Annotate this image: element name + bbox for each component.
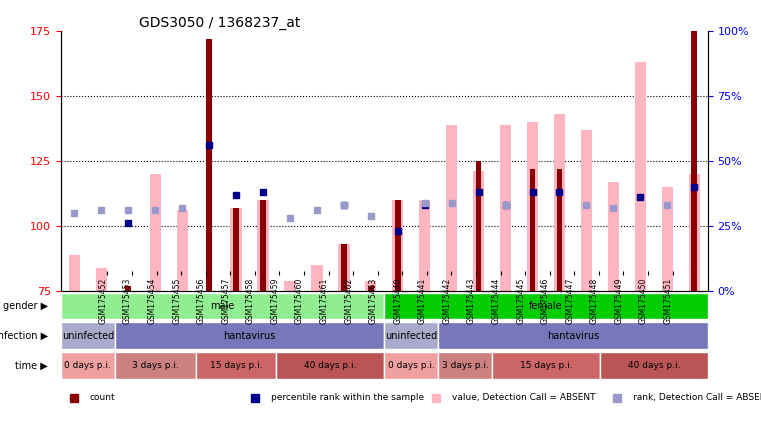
FancyBboxPatch shape (61, 293, 384, 319)
Bar (126, 286, 131, 291)
Text: female: female (529, 301, 563, 311)
Bar (473, 171, 484, 291)
Text: 0 days p.i.: 0 days p.i. (388, 361, 435, 370)
Text: time ▶: time ▶ (15, 360, 48, 370)
FancyBboxPatch shape (276, 352, 384, 379)
Text: 3 days p.i.: 3 days p.i. (132, 361, 179, 370)
Bar (500, 125, 511, 291)
Bar (530, 169, 536, 291)
Bar (392, 200, 403, 291)
Bar (635, 62, 646, 291)
Bar (231, 208, 242, 291)
FancyBboxPatch shape (115, 352, 196, 379)
Text: 15 days p.i.: 15 days p.i. (520, 361, 572, 370)
Bar (476, 161, 482, 291)
Bar (395, 200, 400, 291)
FancyBboxPatch shape (61, 322, 115, 349)
Text: hantavirus: hantavirus (547, 331, 599, 341)
Bar (692, 31, 697, 291)
Bar (177, 210, 188, 291)
Bar (365, 281, 377, 291)
Bar (257, 200, 269, 291)
Bar (341, 244, 347, 291)
Bar (581, 130, 592, 291)
Text: 40 days p.i.: 40 days p.i. (628, 361, 680, 370)
FancyBboxPatch shape (438, 352, 492, 379)
Bar (285, 281, 295, 291)
FancyBboxPatch shape (600, 352, 708, 379)
Bar (556, 169, 562, 291)
Text: count: count (90, 393, 116, 402)
Bar (608, 182, 619, 291)
Text: male: male (211, 301, 234, 311)
Bar (419, 200, 431, 291)
Bar (689, 174, 700, 291)
Text: rank, Detection Call = ABSENT: rank, Detection Call = ABSENT (633, 393, 761, 402)
Text: 3 days p.i.: 3 days p.i. (441, 361, 489, 370)
FancyBboxPatch shape (384, 293, 708, 319)
Bar (554, 114, 565, 291)
Bar (233, 208, 239, 291)
Bar (661, 187, 673, 291)
Text: hantavirus: hantavirus (224, 331, 275, 341)
FancyBboxPatch shape (61, 352, 115, 379)
Text: percentile rank within the sample: percentile rank within the sample (271, 393, 424, 402)
Bar (368, 286, 374, 291)
Bar (206, 39, 212, 291)
Text: uninfected: uninfected (385, 331, 438, 341)
FancyBboxPatch shape (384, 352, 438, 379)
Text: GDS3050 / 1368237_at: GDS3050 / 1368237_at (139, 16, 300, 30)
FancyBboxPatch shape (384, 322, 438, 349)
Text: 15 days p.i.: 15 days p.i. (210, 361, 263, 370)
Bar (311, 265, 323, 291)
Bar (527, 122, 538, 291)
FancyBboxPatch shape (492, 352, 600, 379)
FancyBboxPatch shape (438, 322, 708, 349)
Text: 0 days p.i.: 0 days p.i. (65, 361, 111, 370)
FancyBboxPatch shape (115, 322, 384, 349)
Bar (96, 268, 107, 291)
Bar (338, 244, 349, 291)
Text: gender ▶: gender ▶ (3, 301, 48, 311)
FancyBboxPatch shape (196, 352, 276, 379)
Bar (150, 174, 161, 291)
Text: infection ▶: infection ▶ (0, 331, 48, 341)
Bar (68, 254, 80, 291)
Bar (260, 200, 266, 291)
Bar (446, 125, 457, 291)
Text: value, Detection Call = ABSENT: value, Detection Call = ABSENT (452, 393, 596, 402)
Text: uninfected: uninfected (62, 331, 114, 341)
Text: 40 days p.i.: 40 days p.i. (304, 361, 357, 370)
